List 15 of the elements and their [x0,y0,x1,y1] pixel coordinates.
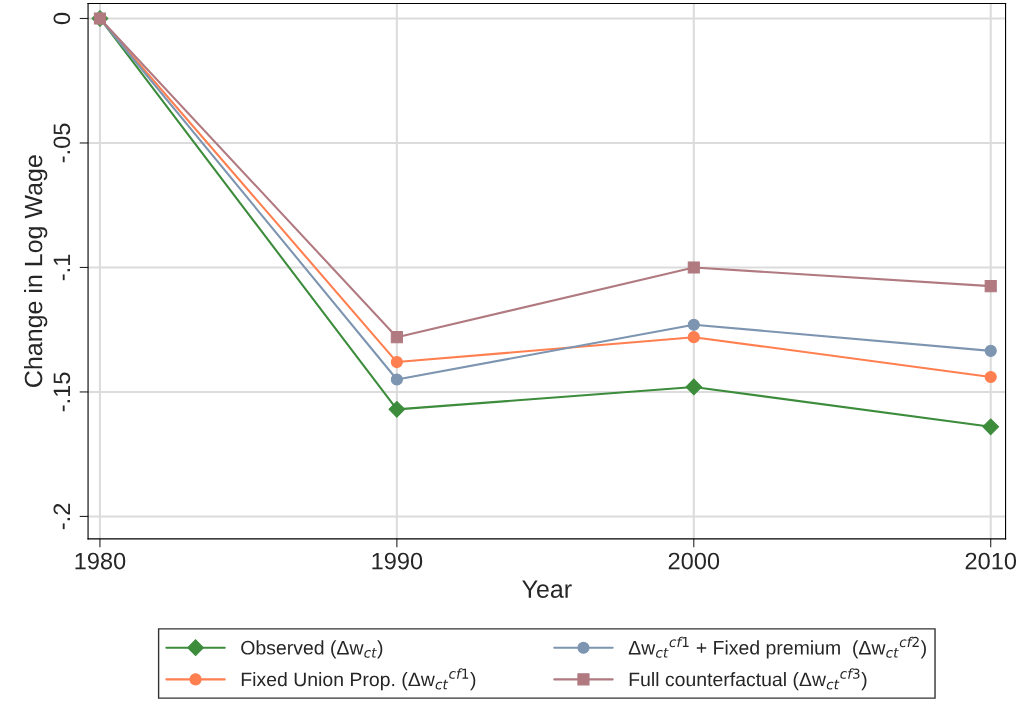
x-tick-label: 2010 [965,552,1017,570]
x-tick-label: 1980 [75,552,126,570]
legend-label: Full counterfactual (Δw$_{ct}$$^{cf3}$) [629,668,867,691]
legend-label: Δw$_{ct}$$^{cf1}$ + Fixed premium (Δw$_{ct}$$^{cf2}$) [628,636,926,659]
y-tick-label: -.15 [53,372,71,412]
y-axis-title: Change in Log Wage [24,155,48,387]
x-tick-label: 1990 [372,552,423,570]
y-tick-label: 0 [53,12,71,25]
x-tick-label: 2000 [668,552,720,570]
legend-label: Observed (Δw$_{ct}$) [241,640,383,659]
y-tick-label: -.05 [53,123,71,163]
legend-label: Fixed Union Prop. (Δw$_{ct}$$^{cf1}$) [241,668,476,691]
x-axis-title: Year [522,580,572,598]
y-tick-label: -.1 [53,254,70,281]
y-tick-label: -.2 [53,503,70,530]
